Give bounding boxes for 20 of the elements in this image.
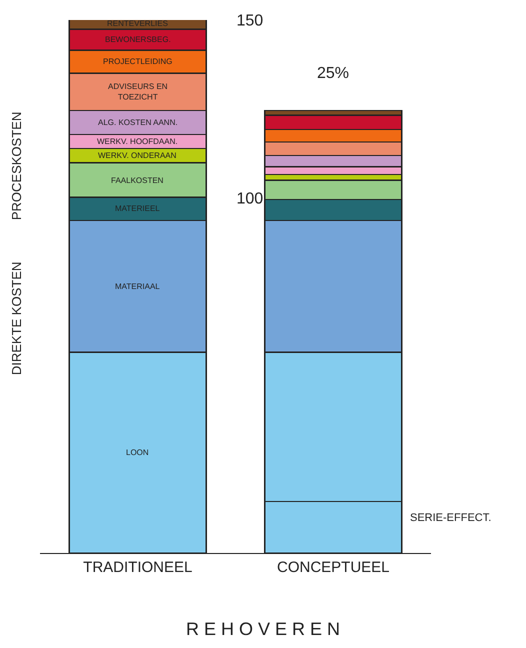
x-tick-label: CONCEPTUEEL bbox=[276, 559, 390, 576]
text: DIREKTE KOSTEN bbox=[8, 262, 24, 376]
y-tick-label: 100 bbox=[236, 190, 264, 208]
x-tick-label: TRADITIONEEL bbox=[83, 559, 192, 576]
y-tick-label: 150 bbox=[236, 12, 264, 30]
series-label: LOON bbox=[126, 448, 149, 457]
text: PROCESKOSTEN bbox=[8, 112, 24, 220]
series-label: MATERIAAL bbox=[115, 282, 160, 291]
series-label: WERKV. HOOFDAAN. bbox=[97, 137, 178, 146]
series-label: WERKV. ONDERAAN bbox=[98, 151, 177, 160]
annotation: 25% bbox=[317, 65, 350, 82]
series-label: RENTEVERLIES bbox=[107, 19, 168, 28]
series-label: ALG. KOSTEN AANN. bbox=[98, 118, 178, 127]
annotation: SERIE-EFFECT. bbox=[410, 512, 492, 524]
text: R E H O V E R E N bbox=[186, 619, 340, 640]
series-label: BEWONERSBEG. bbox=[105, 35, 171, 44]
series-label: MATERIEEL bbox=[115, 204, 160, 213]
series-label: ADVISEURS EN TOEZICHT bbox=[108, 82, 168, 102]
series-label: PROJECTLEIDING bbox=[103, 57, 172, 66]
series-label: FAALKOSTEN bbox=[111, 176, 164, 185]
